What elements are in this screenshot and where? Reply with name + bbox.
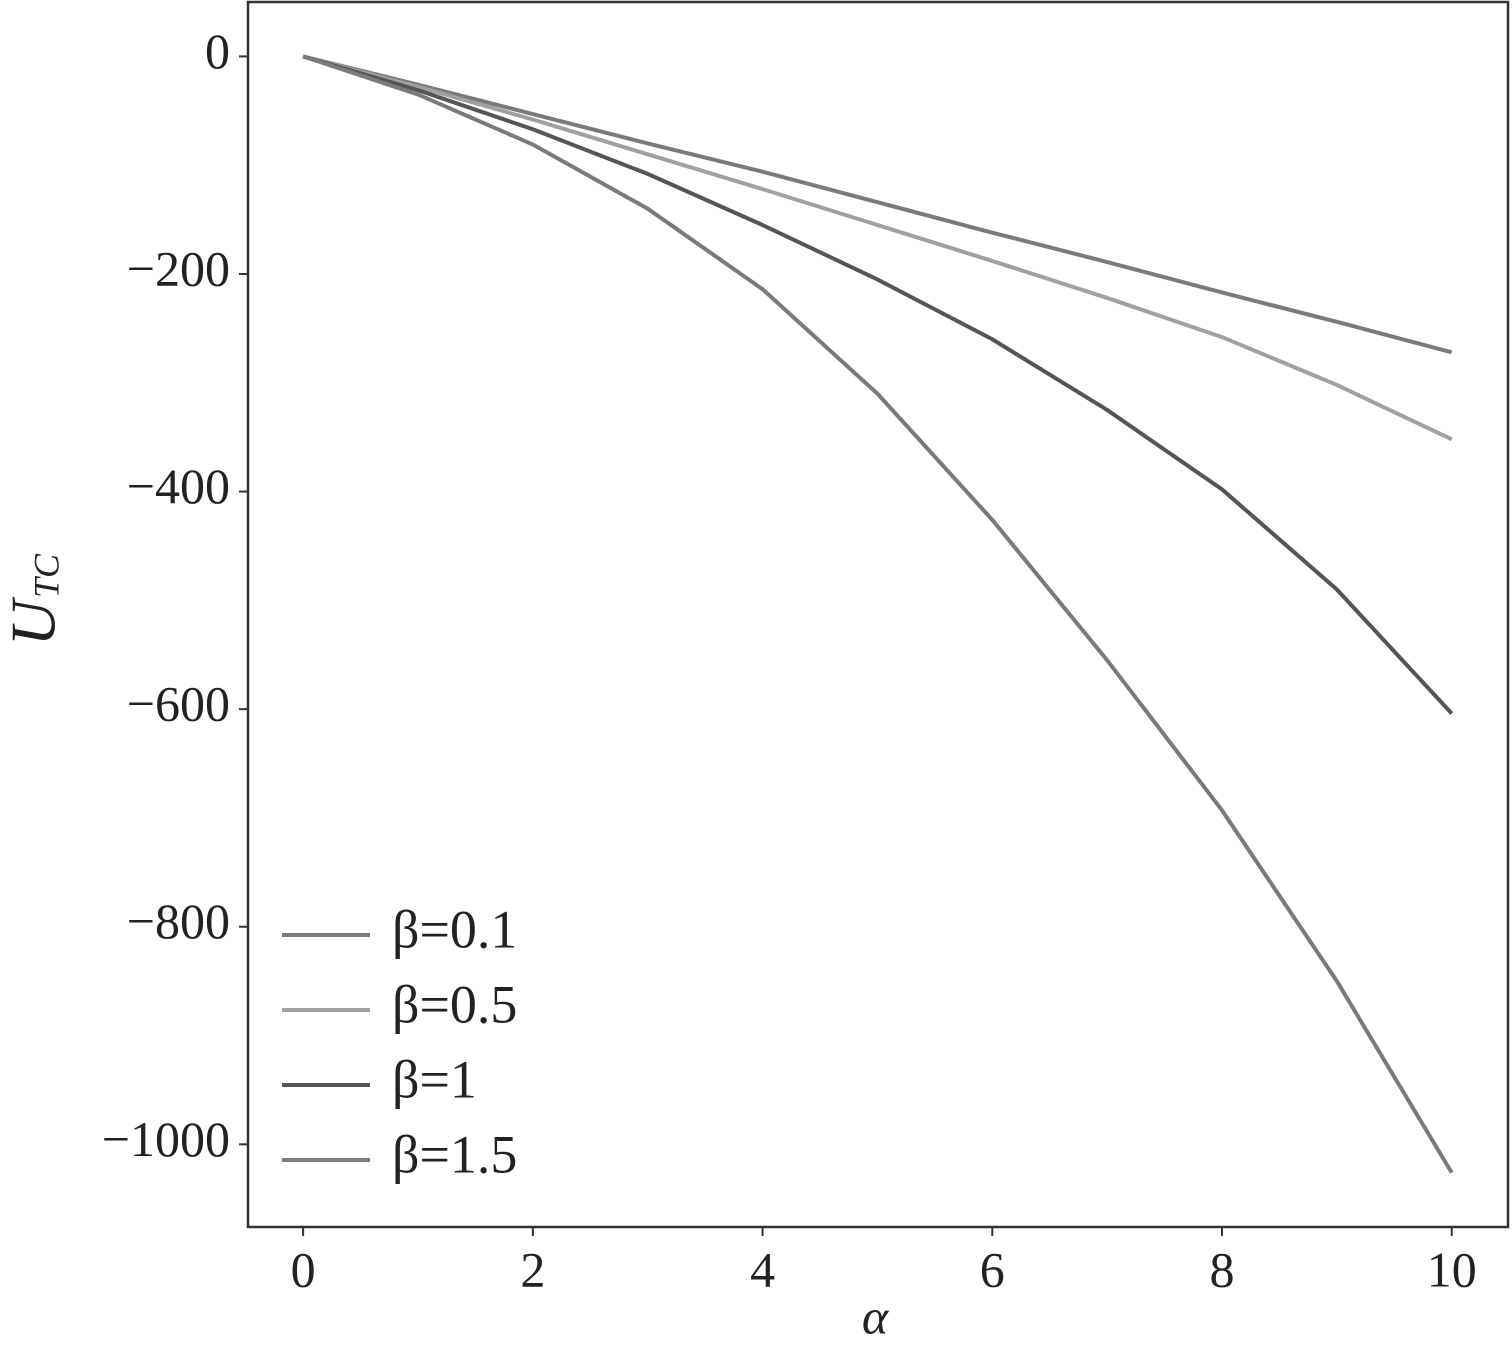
y-tick-label: −600: [127, 676, 230, 732]
x-axis-label: α: [862, 1288, 890, 1344]
legend-label: β=1.5: [392, 1124, 517, 1184]
y-tick-label: −800: [127, 893, 230, 949]
x-tick-label: 10: [1427, 1241, 1477, 1297]
plot-frame: [246, 0, 1510, 1229]
series-line: [302, 54, 1453, 355]
x-tick-label: 2: [520, 1241, 545, 1297]
y-tick-label: −400: [127, 458, 230, 514]
y-axis-label-main: U: [0, 596, 69, 646]
legend-label: β=1: [392, 1049, 477, 1109]
x-tick-label: 8: [1210, 1241, 1235, 1297]
x-tick-label: 0: [291, 1241, 316, 1297]
y-tick-label: −1000: [102, 1111, 230, 1167]
series-line: [302, 54, 1454, 715]
legend-label: β=0.5: [392, 974, 517, 1034]
series-line: [302, 54, 1453, 442]
x-tick-label: 4: [750, 1241, 775, 1297]
y-tick-label: −200: [127, 240, 230, 296]
y-axis-label-sub: TC: [26, 553, 66, 598]
x-tick-label: 6: [980, 1241, 1005, 1297]
y-tick-label: 0: [205, 23, 230, 79]
series-line: [302, 54, 1454, 1174]
legend-label: β=0.1: [392, 899, 517, 959]
y-axis-label: U TC: [0, 553, 69, 646]
